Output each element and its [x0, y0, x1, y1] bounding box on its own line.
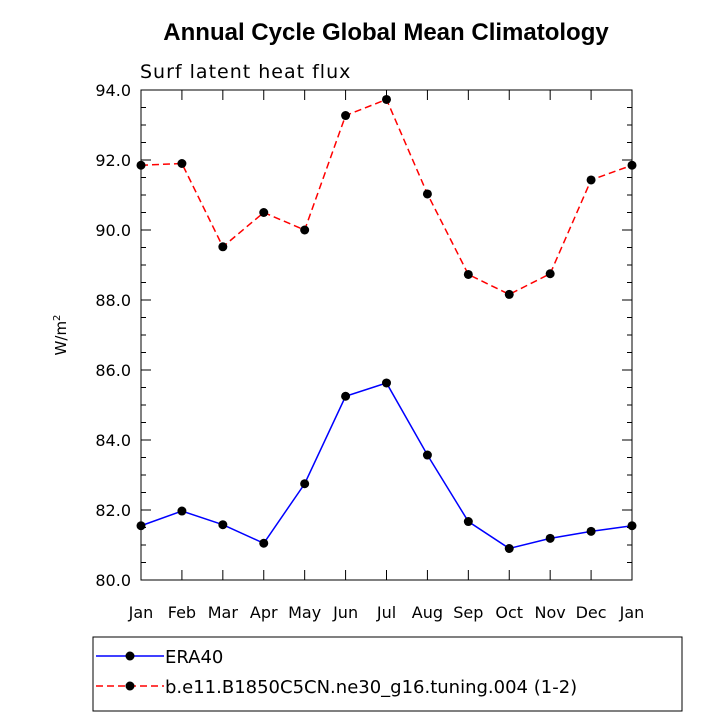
y-tick-label: 80.0: [95, 571, 131, 590]
data-point: [341, 111, 351, 121]
data-point: [300, 225, 310, 235]
series-line-0: [140, 382, 633, 550]
data-point: [627, 160, 637, 170]
data-point: [177, 506, 187, 516]
legend-box: [92, 636, 683, 712]
chart-subtitle: Surf latent heat flux: [140, 61, 351, 83]
x-tick-label: May: [288, 603, 321, 622]
data-point: [259, 538, 269, 548]
x-tick-label: Nov: [535, 603, 566, 622]
data-point: [341, 391, 351, 401]
data-point: [586, 175, 596, 185]
legend-label-1: b.e11.B1850C5CN.ne30_g16.tuning.004 (1-2…: [165, 677, 577, 698]
y-axis-label-text: W/m: [52, 321, 70, 356]
x-tick-label: Sep: [453, 603, 483, 622]
y-tick-label: 84.0: [95, 431, 131, 450]
x-tick-label: Oct: [495, 603, 523, 622]
x-tick-label: Dec: [576, 603, 607, 622]
y-tick-label: 94.0: [95, 81, 131, 100]
y-axis-label-superscript: 2: [52, 315, 63, 321]
x-tick-label: Jul: [376, 603, 396, 622]
data-point: [627, 521, 637, 531]
data-point: [218, 520, 228, 530]
x-tick-label: Jan: [619, 603, 645, 622]
y-tick-label: 82.0: [95, 501, 131, 520]
data-point: [422, 189, 432, 199]
data-point: [382, 94, 391, 104]
data-point: [504, 544, 514, 553]
x-tick-label: Feb: [168, 603, 196, 622]
svg-text:W/m2: W/m2: [52, 315, 70, 356]
data-point: [463, 517, 473, 527]
y-tick-label: 90.0: [95, 221, 131, 240]
data-point: [136, 521, 146, 531]
data-point: [259, 208, 269, 217]
x-tick-label: Apr: [250, 603, 278, 622]
data-point: [504, 289, 514, 299]
data-point: [382, 378, 391, 388]
data-point: [136, 160, 146, 170]
y-axis-label: W/m2: [52, 315, 70, 356]
y-tick-label: 88.0: [95, 291, 131, 310]
data-point: [545, 269, 555, 279]
data-point: [177, 159, 187, 168]
x-tick-label: Aug: [412, 603, 443, 622]
y-tick-label: 86.0: [95, 361, 131, 380]
plot-area: 80.0 82.0 84.0 86.0 88.0 90.0 92.0 94.0 Jan Feb Ma…: [95, 81, 644, 622]
x-tick-label: Jun: [332, 603, 358, 622]
x-tick-label: Jan: [128, 603, 154, 622]
legend: ERA40 b.e11.B1850C5CN.ne30_g16.tuning.004…: [96, 647, 577, 698]
data-point: [545, 533, 555, 543]
legend-marker-0: [125, 651, 135, 661]
data-point: [586, 526, 596, 536]
data-point: [422, 450, 432, 460]
chart-title: Annual Cycle Global Mean Climatology: [163, 19, 609, 46]
legend-label-0: ERA40: [165, 647, 223, 668]
plot-frame: [140, 89, 633, 581]
data-point: [463, 269, 473, 279]
data-point: [218, 242, 228, 252]
data-point: [300, 479, 310, 489]
x-tick-label: Mar: [208, 603, 239, 622]
y-tick-label: 92.0: [95, 151, 131, 170]
legend-marker-1: [125, 681, 135, 691]
series-line-1: [140, 98, 633, 296]
